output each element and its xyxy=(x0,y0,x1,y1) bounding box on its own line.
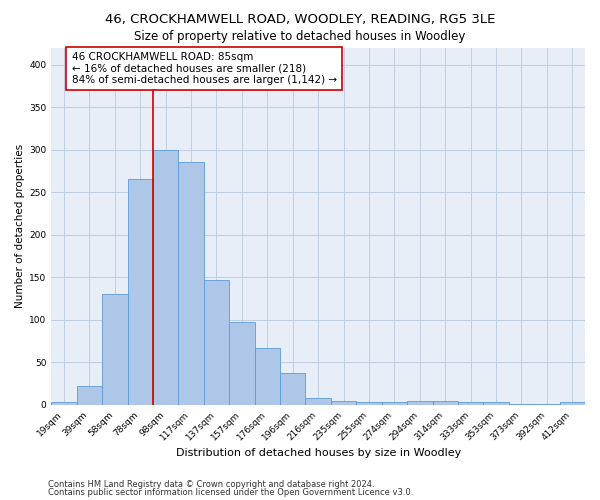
Bar xyxy=(254,348,280,405)
Bar xyxy=(204,280,229,405)
Y-axis label: Number of detached properties: Number of detached properties xyxy=(15,144,25,308)
Bar xyxy=(305,398,331,405)
Bar xyxy=(407,400,433,405)
Bar xyxy=(77,386,102,405)
Bar xyxy=(509,404,534,405)
Text: 46 CROCKHAMWELL ROAD: 85sqm
← 16% of detached houses are smaller (218)
84% of se: 46 CROCKHAMWELL ROAD: 85sqm ← 16% of det… xyxy=(71,52,337,85)
Bar xyxy=(534,404,560,405)
Text: Contains HM Land Registry data © Crown copyright and database right 2024.: Contains HM Land Registry data © Crown c… xyxy=(48,480,374,489)
X-axis label: Distribution of detached houses by size in Woodley: Distribution of detached houses by size … xyxy=(176,448,461,458)
Bar xyxy=(51,402,77,405)
Bar xyxy=(128,180,153,405)
Text: Contains public sector information licensed under the Open Government Licence v3: Contains public sector information licen… xyxy=(48,488,413,497)
Bar xyxy=(484,402,509,405)
Text: 46, CROCKHAMWELL ROAD, WOODLEY, READING, RG5 3LE: 46, CROCKHAMWELL ROAD, WOODLEY, READING,… xyxy=(105,12,495,26)
Bar xyxy=(433,400,458,405)
Bar xyxy=(229,322,254,405)
Bar xyxy=(280,372,305,405)
Bar xyxy=(560,402,585,405)
Bar xyxy=(178,162,204,405)
Bar xyxy=(331,400,356,405)
Bar xyxy=(382,402,407,405)
Bar xyxy=(153,150,178,405)
Bar xyxy=(356,402,382,405)
Text: Size of property relative to detached houses in Woodley: Size of property relative to detached ho… xyxy=(134,30,466,43)
Bar xyxy=(458,402,484,405)
Bar xyxy=(102,294,128,405)
